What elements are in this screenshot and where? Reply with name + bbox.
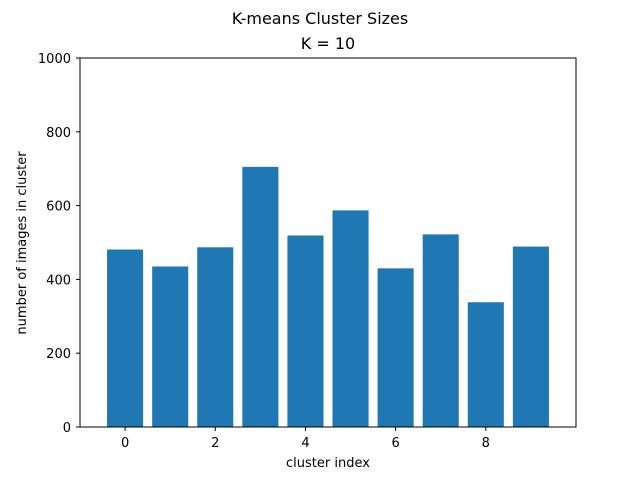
x-tick-label: 0 <box>121 436 129 451</box>
bar-cluster-5 <box>332 210 369 427</box>
y-axis-label: number of images in cluster <box>15 151 30 335</box>
y-tick-label: 1000 <box>38 52 71 67</box>
chart-subtitle: K = 10 <box>301 34 355 53</box>
y-tick-label: 800 <box>46 126 71 141</box>
bar-cluster-4 <box>287 235 324 427</box>
plot-frame <box>79 57 577 428</box>
x-tick-label: 6 <box>391 436 399 451</box>
bar-cluster-1 <box>152 266 189 427</box>
x-ticks-layer: 0 2 4 6 8 <box>121 427 490 451</box>
y-tick-label: 600 <box>46 200 71 215</box>
x-tick-label: 8 <box>482 436 490 451</box>
bar-cluster-0 <box>107 249 144 427</box>
bar-cluster-3 <box>242 166 279 428</box>
bars-layer <box>107 166 549 428</box>
chart-title: K-means Cluster Sizes <box>232 9 408 28</box>
y-ticks-layer: 0 200 400 600 800 1000 <box>38 52 80 436</box>
y-tick-label: 400 <box>46 273 71 288</box>
y-tick-label: 200 <box>46 347 71 362</box>
x-tick-label: 2 <box>211 436 219 451</box>
x-tick-label: 4 <box>301 436 309 451</box>
y-tick-label: 0 <box>63 421 71 436</box>
bar-cluster-2 <box>197 247 234 427</box>
bar-cluster-9 <box>512 246 549 427</box>
x-axis-label: cluster index <box>286 456 370 471</box>
bar-cluster-7 <box>422 234 459 427</box>
bar-cluster-6 <box>377 268 414 427</box>
bar-cluster-8 <box>467 302 504 427</box>
